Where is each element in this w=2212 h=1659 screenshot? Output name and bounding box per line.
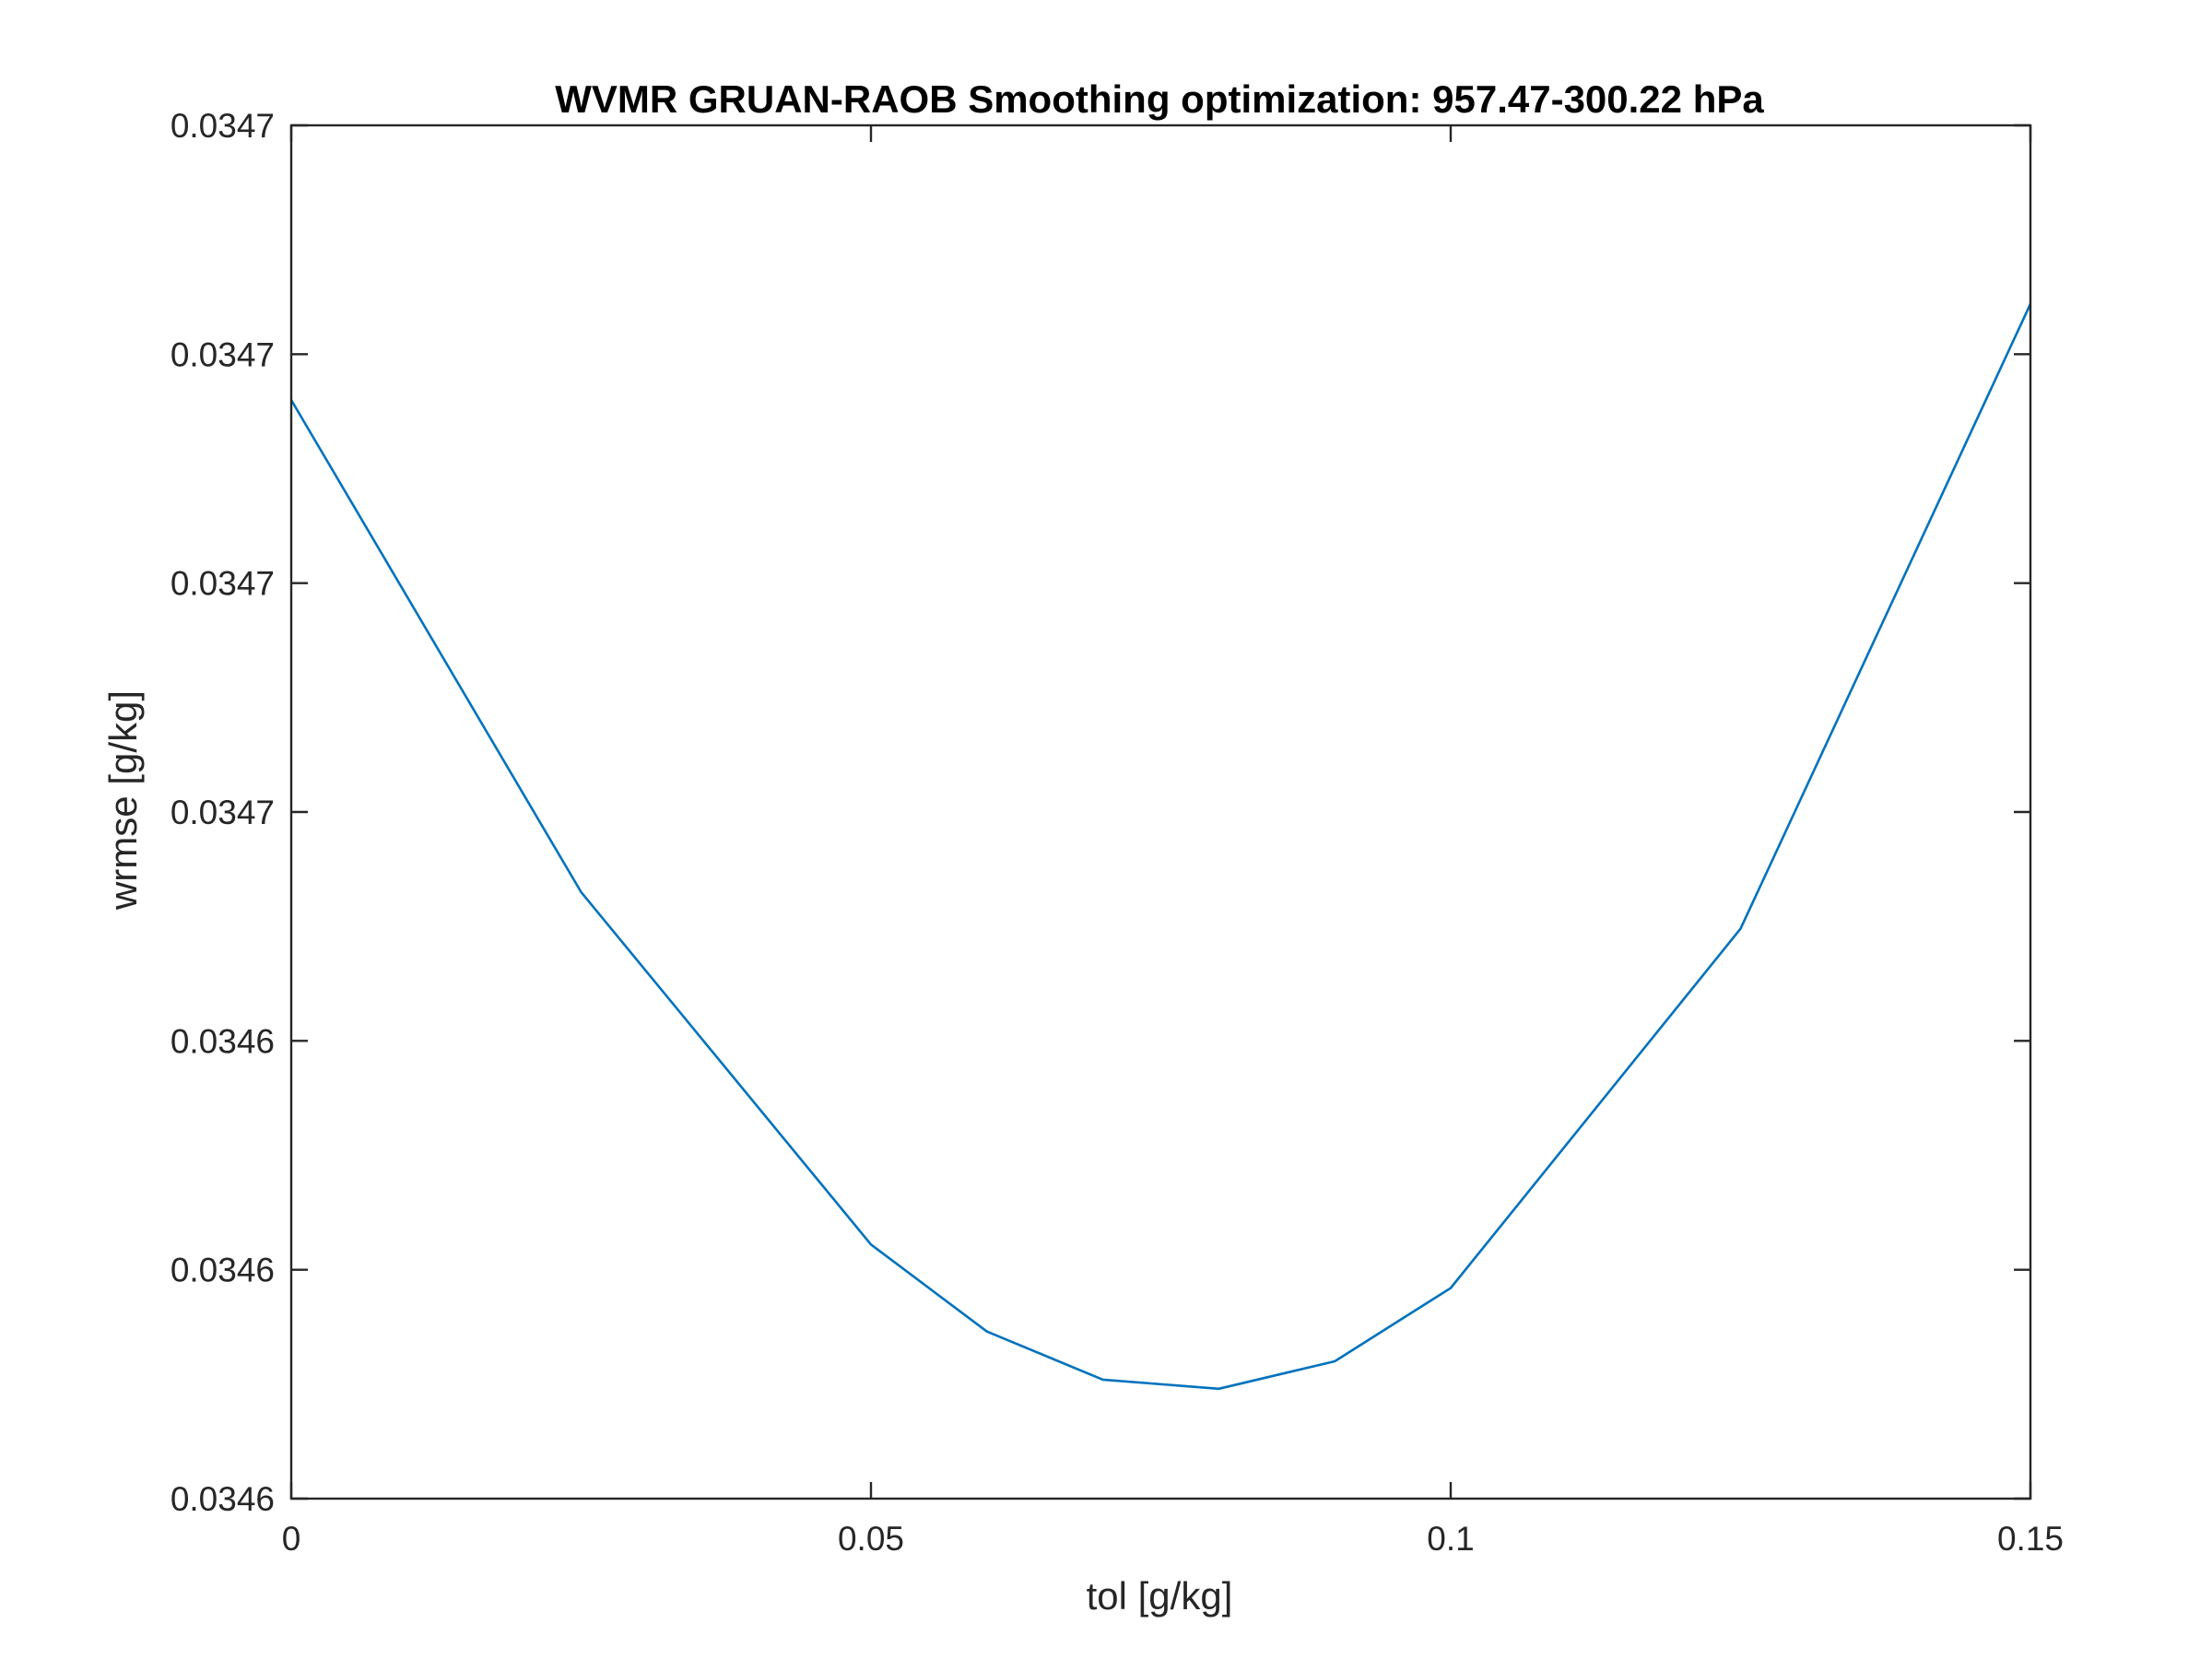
plot-frame [289,124,2032,1500]
y-axis-label: wrmse [g/kg] [101,690,145,911]
plot-area: 0 0.05 0.1 0.15 0.0346 0.0346 0.0346 0.0347 0.03… [171,107,2064,1558]
y-tick-label: 0.0347 [171,335,275,373]
y-tick-label: 0.0346 [171,1252,275,1289]
y-tick-label: 0.0347 [171,107,275,145]
x-axis-label: tol [g/kg] [1087,1574,1233,1618]
series-line-0 [289,303,2032,1391]
y-tick-label: 0.0347 [171,565,275,603]
x-tick-label: 0.1 [1427,1520,1474,1558]
chart-title: WVMR GRUAN-RAOB Smoothing optimization: … [555,77,1764,121]
y-tick-label: 0.0346 [171,1022,275,1060]
x-tick-label: 0.05 [838,1520,904,1558]
x-tick-label: 0 [282,1520,301,1558]
y-tick-label: 0.0346 [171,1480,275,1518]
y-tick-label: 0.0347 [171,794,275,831]
x-tick-label: 0.15 [1997,1520,2064,1558]
